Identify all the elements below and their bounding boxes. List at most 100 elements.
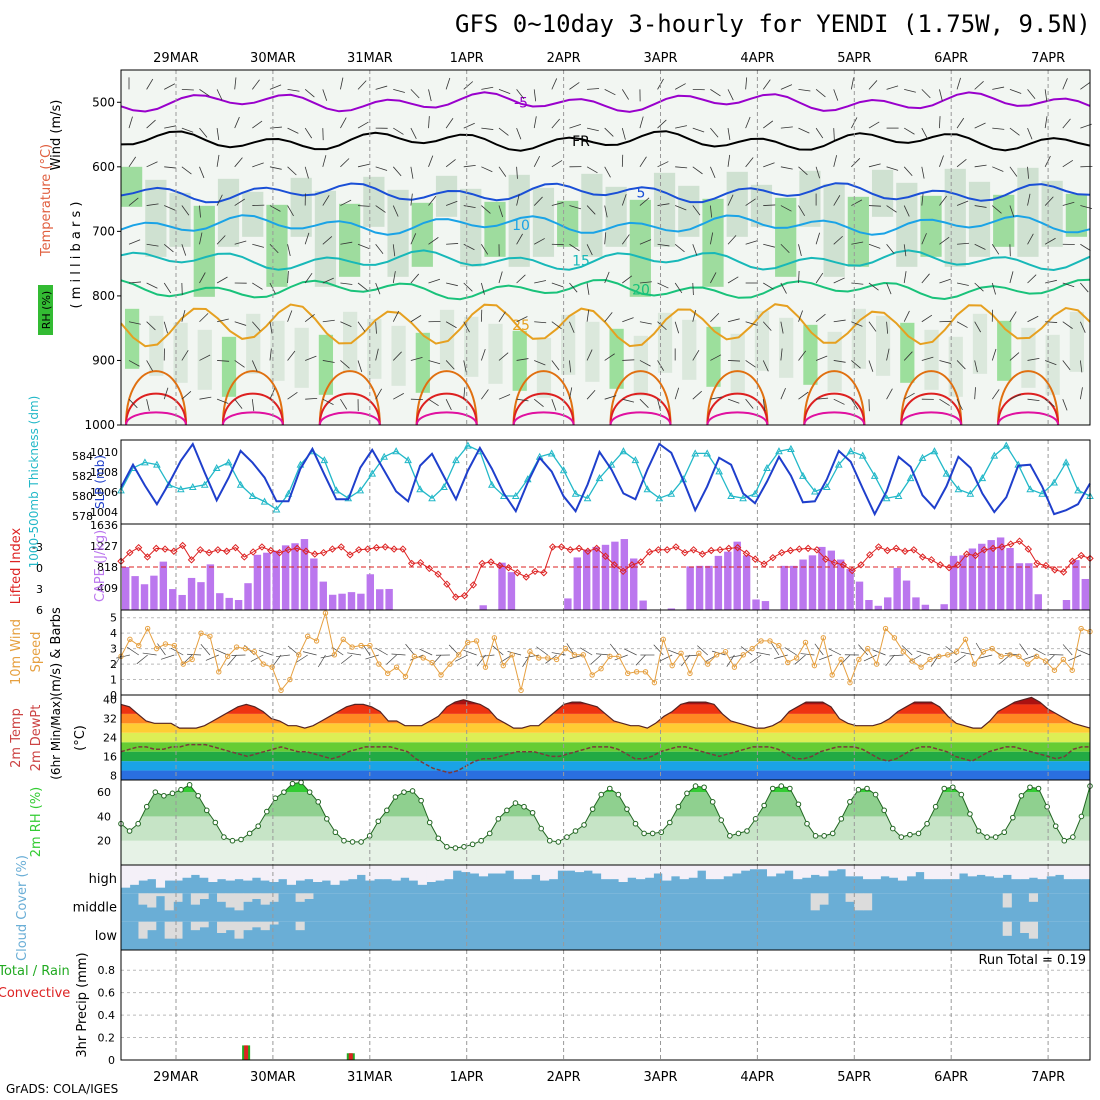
wind-barb [780, 282, 787, 294]
thickness-point [727, 491, 735, 499]
wind-barb [146, 360, 153, 372]
wind-barb [234, 360, 245, 368]
wind-barb [992, 166, 1004, 172]
thickness-tick-label: 584 [72, 450, 93, 463]
wind-barb [886, 244, 895, 254]
rh-shading [197, 329, 212, 390]
rh-point [649, 830, 656, 837]
wind-speed-point [358, 642, 364, 649]
cloud-clear-cell [1072, 865, 1082, 880]
wind-barb [551, 78, 558, 90]
lifted-index-point [698, 550, 707, 558]
wind-barb [727, 318, 740, 323]
wind-speed-point [918, 664, 924, 670]
rh-shading [605, 186, 627, 247]
wind-barb [745, 321, 758, 326]
wind-barb [939, 278, 951, 284]
wind-barb [974, 360, 978, 373]
rh-point [692, 783, 699, 789]
wind-barb [798, 270, 800, 284]
wind-barb [340, 282, 353, 285]
wind-barb [710, 205, 713, 218]
wind-barb [516, 358, 529, 361]
wind-tick-label: 2 [110, 658, 117, 671]
wind-barb [498, 205, 504, 218]
cloud-clear-cell [993, 865, 1004, 878]
wind-barb [516, 166, 518, 179]
cloud-clear-cell [304, 865, 314, 880]
wind-speed-point [269, 664, 275, 670]
wind-barb [252, 282, 263, 290]
cloud-clear-cell [444, 865, 454, 880]
temperature-tick-label: 16 [103, 750, 117, 763]
wind-barb [903, 166, 913, 177]
warm-isotherm-arch [125, 392, 187, 426]
wind-barb [322, 89, 328, 101]
lifted-index-point [760, 560, 768, 568]
wind-barb [128, 281, 141, 284]
rh-shading [557, 200, 579, 247]
wind-barb [481, 244, 489, 255]
wind-barb [498, 88, 511, 95]
cape-bar [902, 580, 911, 610]
wind-speed-point [127, 636, 133, 643]
wind-speed-point [429, 659, 435, 666]
wind-barb [868, 80, 878, 90]
wind-barb [516, 398, 529, 402]
wind-barb [445, 321, 457, 329]
rh-point [761, 802, 767, 809]
cloud-clear-cell [941, 865, 951, 880]
wind-speed-point [411, 653, 418, 660]
cloud-clear-cell [155, 893, 166, 897]
wind-barb [903, 244, 907, 257]
thickness-point [595, 474, 604, 482]
lifted-index-point [355, 546, 363, 554]
rh-tick-label: 20 [97, 835, 111, 848]
wind-barb [1027, 166, 1029, 179]
warm-isotherm-arch [803, 392, 866, 426]
rh-shading [920, 195, 942, 257]
wind-barb [1045, 360, 1057, 366]
lifted-index-point [628, 561, 636, 569]
cloud-clear-cell [828, 865, 838, 871]
wind-speed-point [785, 659, 791, 666]
wind-speed-point [313, 638, 320, 644]
wind-barb [463, 321, 470, 333]
wind-speed-point [1051, 667, 1058, 673]
cloud-row-low [121, 921, 1090, 950]
wind-barb [816, 397, 829, 400]
wind-barb [322, 195, 330, 206]
wind-speed-point [1060, 656, 1067, 663]
cloud-clear-cell [889, 865, 899, 878]
cloud-clear-cell [164, 921, 174, 939]
lifted-index-point [954, 561, 962, 569]
wind-barb [287, 88, 300, 92]
wind-barb-10m [908, 654, 922, 663]
lifted-index-point [813, 546, 821, 554]
rh-point [546, 837, 553, 844]
rh-point [632, 820, 639, 827]
wind-barb-10m [347, 652, 362, 656]
wind-speed-point [909, 658, 915, 664]
cloud-clear-cell [155, 865, 166, 888]
rh-point [281, 789, 287, 795]
wind-barb [1045, 279, 1057, 284]
precip-tick-label: 0.4 [98, 1009, 116, 1022]
wind-barb-10m [480, 654, 495, 657]
cape-bar [733, 541, 741, 610]
wind-barb [886, 388, 893, 400]
wind-barb [252, 162, 264, 168]
lifted-index-point [1059, 568, 1068, 576]
rh-point [1010, 814, 1016, 821]
cloud-clear-cell [915, 865, 925, 873]
wind-barb [657, 399, 661, 411]
wind-speed-point [598, 666, 604, 672]
wind-barb [674, 83, 686, 90]
wind-barb [463, 205, 476, 209]
wind-barb [1009, 166, 1018, 177]
wind-barb-10m [858, 644, 869, 656]
rh-point [212, 819, 219, 826]
date-label-top: 29MAR [153, 51, 199, 66]
cape-bar [1062, 600, 1071, 610]
cloud-row-middle [121, 893, 1090, 922]
